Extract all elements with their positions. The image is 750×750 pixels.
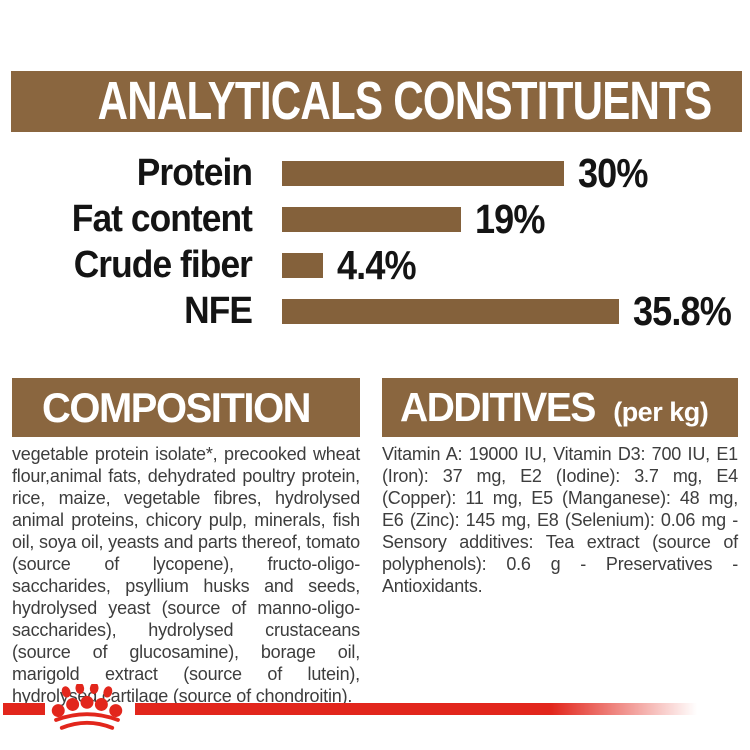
- category-label: Protein: [136, 151, 253, 194]
- composition-header-bar: COMPOSITION: [12, 378, 360, 437]
- additives-title: ADDITIVES: [400, 384, 596, 430]
- bar-protein: [282, 160, 564, 186]
- bar-crude-fiber: [282, 252, 323, 278]
- value-label: 30%: [578, 149, 648, 196]
- red-stripe-right-fading: [135, 703, 697, 715]
- category-label: NFE: [184, 289, 253, 332]
- category-label: Crude fiber: [73, 243, 253, 286]
- bar-fat-content: [282, 206, 461, 232]
- composition-title: COMPOSITION: [42, 383, 312, 431]
- value-label: 19%: [475, 195, 545, 242]
- chart-row: Crude fiber 4.4%: [0, 242, 750, 288]
- additives-body-text: Vitamin A: 19000 IU, Vitamin D3: 700 IU,…: [382, 444, 738, 596]
- category-label: Fat content: [71, 197, 253, 240]
- crown-paw-icon: [51, 684, 123, 730]
- bar-nfe: [282, 298, 619, 324]
- composition-body-text: vegetable protein isolate*, precooked wh…: [12, 444, 360, 706]
- analyticals-header-bar: ANALYTICALS CONSTITUENTS: [11, 71, 742, 132]
- additives-unit-note: (per kg): [613, 397, 709, 427]
- value-label: 4.4%: [337, 241, 417, 288]
- royal-canin-crown-logo: [51, 684, 123, 730]
- chart-row: Protein 30%: [0, 150, 750, 196]
- composition-section: COMPOSITION vegetable protein isolate*, …: [12, 378, 360, 707]
- value-label: 35.8%: [633, 287, 732, 334]
- chart-row: NFE 35.8%: [0, 288, 750, 334]
- chart-row: Fat content 19%: [0, 196, 750, 242]
- analyticals-bar-chart: Protein 30% Fat content 19% Crude fiber …: [0, 150, 750, 334]
- analyticals-title: ANALYTICALS CONSTITUENTS: [97, 71, 713, 131]
- additives-section: ADDITIVES (per kg) Vitamin A: 19000 IU, …: [382, 378, 738, 597]
- additives-header-bar: ADDITIVES (per kg): [382, 378, 738, 437]
- red-stripe-left: [3, 703, 45, 715]
